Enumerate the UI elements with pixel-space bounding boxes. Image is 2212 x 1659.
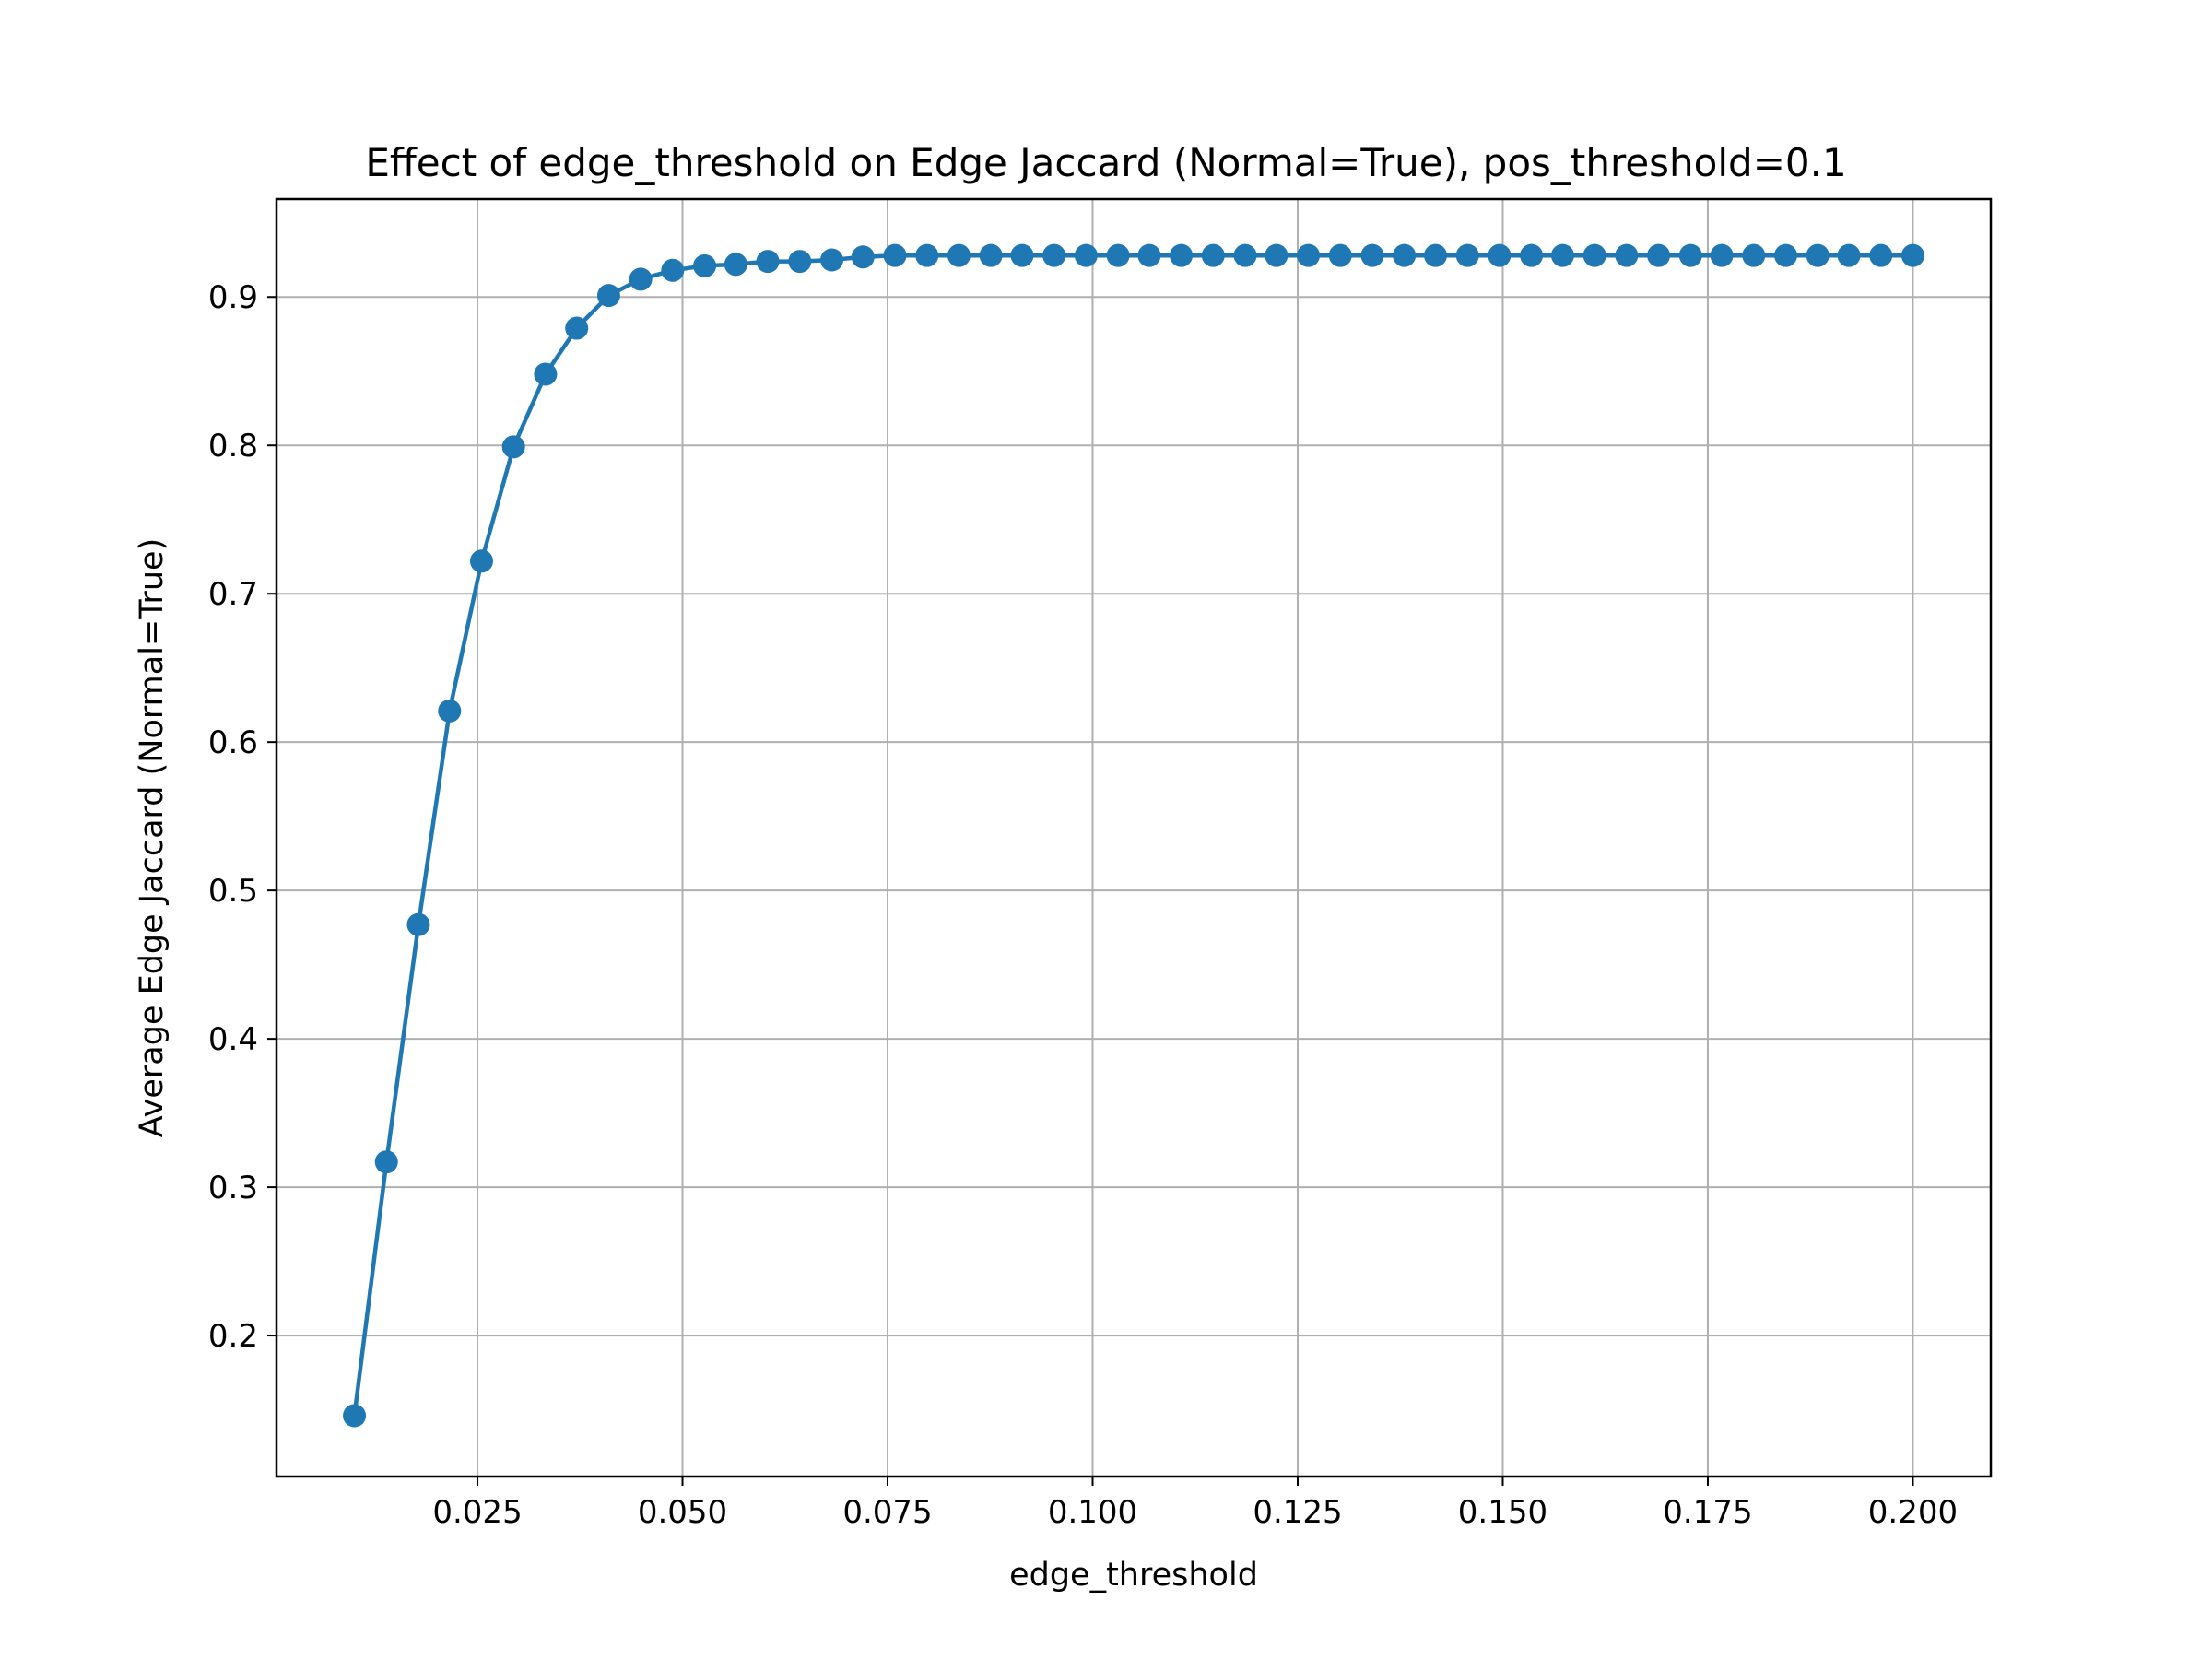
- data-point: [947, 243, 971, 267]
- data-point: [501, 435, 525, 459]
- data-point: [851, 245, 875, 269]
- data-point: [1424, 243, 1448, 267]
- data-point: [1488, 243, 1512, 267]
- data-point: [1170, 243, 1194, 267]
- data-point: [1742, 243, 1766, 267]
- y-tick-label: 0.3: [208, 1170, 258, 1206]
- data-point: [596, 284, 620, 308]
- data-point: [1647, 243, 1671, 267]
- data-point: [406, 912, 430, 936]
- y-axis-label: Average Edge Jaccard (Normal=True): [134, 538, 171, 1138]
- data-point: [1201, 243, 1225, 267]
- x-tick-label: 0.025: [432, 1494, 522, 1531]
- data-point: [724, 253, 747, 276]
- data-point: [693, 253, 717, 277]
- data-point: [629, 267, 653, 291]
- data-point: [915, 243, 939, 267]
- data-point: [469, 549, 493, 573]
- data-point: [1774, 243, 1798, 267]
- data-point: [1393, 243, 1417, 267]
- data-point: [1265, 243, 1288, 267]
- data-point: [565, 316, 589, 340]
- x-axis-label: edge_threshold: [1009, 1557, 1258, 1594]
- data-point: [534, 362, 558, 386]
- data-point: [1678, 243, 1702, 267]
- data-point: [1710, 243, 1734, 267]
- data-point: [1010, 243, 1034, 267]
- data-point: [1550, 243, 1574, 267]
- data-point: [1455, 243, 1479, 267]
- data-point: [979, 243, 1003, 267]
- data-point: [1074, 243, 1098, 267]
- y-tick-label: 0.4: [208, 1021, 258, 1058]
- data-point: [1233, 243, 1257, 267]
- grid: [276, 199, 1991, 1477]
- data-point: [343, 1404, 367, 1428]
- series: [343, 243, 1924, 1428]
- x-tick-label: 0.200: [1868, 1494, 1958, 1531]
- x-tick-label: 0.150: [1458, 1494, 1547, 1531]
- x-tick-label: 0.175: [1663, 1494, 1752, 1531]
- data-point: [1615, 243, 1639, 267]
- y-tick-label: 0.9: [208, 279, 258, 316]
- data-point: [819, 248, 843, 272]
- data-point: [788, 250, 812, 274]
- data-point: [1297, 243, 1321, 267]
- y-tick-label: 0.7: [208, 576, 258, 613]
- y-tick-label: 0.8: [208, 428, 258, 465]
- data-point: [374, 1150, 398, 1174]
- data-point: [1106, 243, 1130, 267]
- data-point: [661, 258, 685, 282]
- axis-ticks: 0.025 0.050 0.075 0.100 0.125 0.150 0.175 0.200…: [208, 279, 1958, 1531]
- data-point: [438, 699, 462, 723]
- data-point: [1360, 243, 1384, 267]
- data-point: [756, 250, 780, 274]
- y-tick-label: 0.2: [208, 1318, 258, 1355]
- x-tick-label: 0.075: [842, 1494, 932, 1531]
- data-point: [1328, 243, 1352, 267]
- y-tick-label: 0.5: [208, 873, 258, 910]
- x-tick-label: 0.125: [1253, 1494, 1342, 1531]
- data-point: [1042, 243, 1066, 267]
- plot-frame: [275, 197, 1993, 1478]
- data-point: [1806, 243, 1830, 267]
- data-point: [1837, 243, 1861, 267]
- data-point: [1583, 243, 1606, 267]
- chart-title: Effect of edge_threshold on Edge Jaccard…: [365, 140, 1846, 185]
- x-tick-label: 0.100: [1048, 1494, 1137, 1531]
- data-point: [1137, 243, 1161, 267]
- data-point: [883, 243, 907, 267]
- data-point: [1869, 243, 1893, 267]
- x-tick-label: 0.050: [638, 1494, 727, 1531]
- y-tick-label: 0.6: [208, 724, 258, 761]
- data-point: [1900, 243, 1924, 267]
- data-point: [1520, 243, 1544, 267]
